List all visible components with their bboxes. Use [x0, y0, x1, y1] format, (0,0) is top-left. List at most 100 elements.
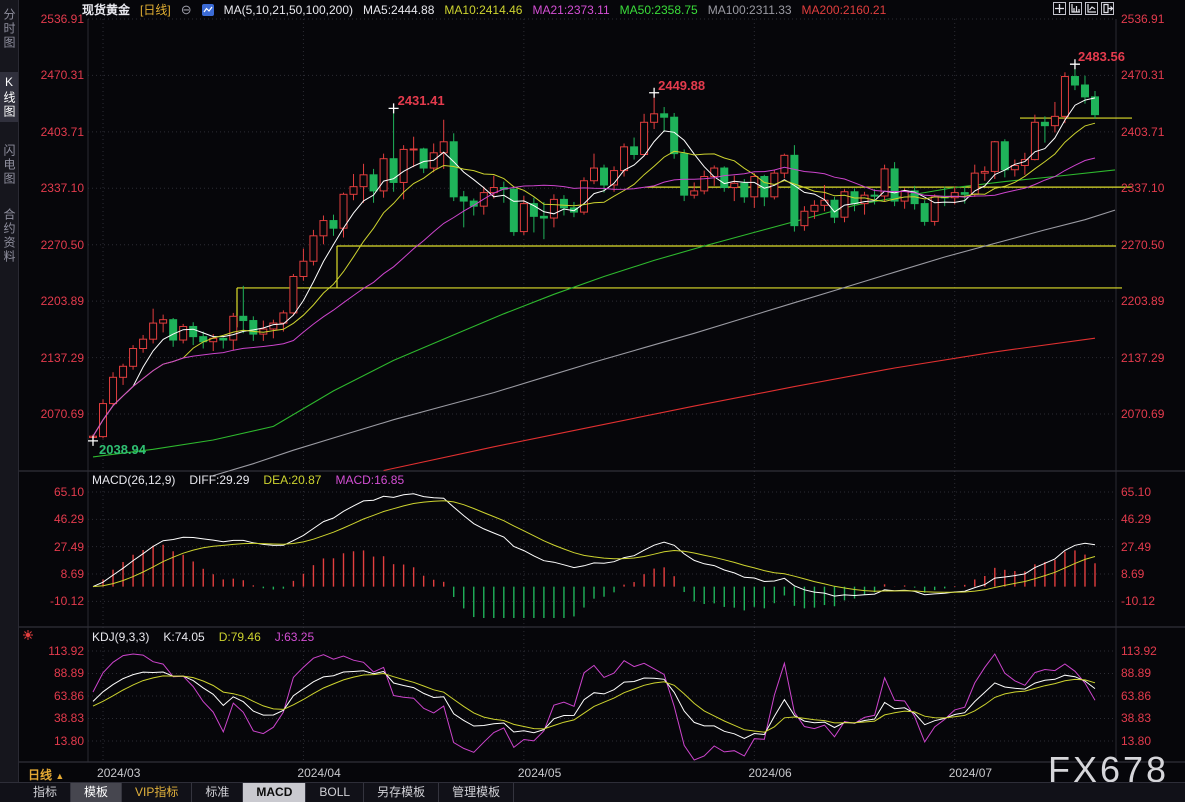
circled-minus-icon[interactable]: ⊖ [180, 2, 192, 17]
kdj-y-tick-left: 63.86 [53, 688, 84, 703]
x-axis-month-label: 2024/07 [948, 766, 993, 780]
kdj-k-value: K:74.05 [163, 630, 205, 644]
price-annotation: 2483.56 [1077, 49, 1125, 65]
price-annotation: 2449.88 [658, 77, 706, 93]
sidebar-item-kline-chart[interactable]: K线图 [0, 72, 18, 122]
candle-body [509, 188, 518, 233]
bottom-tabbar: 指标 模板 VIP指标 标准 MACD BOLL 另存模板 管理模板 [0, 782, 1185, 802]
candle-body [900, 190, 909, 202]
candle-body [1080, 84, 1089, 98]
candle-body [579, 180, 588, 213]
kdj-y-tick-left: 113.92 [48, 644, 84, 658]
price-marker-cross [388, 103, 399, 114]
tab-macd[interactable]: MACD [243, 783, 307, 802]
price-marker-cross [1069, 59, 1080, 70]
candle-body [239, 315, 248, 322]
kdj-y-tick-right: 113.92 [1121, 644, 1157, 658]
candle-body [289, 275, 298, 314]
kdj-k-line [92, 670, 1096, 740]
candle-body [159, 319, 168, 324]
candle-body [179, 325, 188, 341]
candle-body [379, 158, 388, 192]
main-y-tick-left: 2070.69 [40, 407, 84, 421]
chart-axis-icon[interactable] [1069, 2, 1082, 15]
candle-body [800, 210, 809, 227]
sidebar-item-lightning-chart[interactable]: 闪电图 [2, 144, 16, 186]
crosshair-icon[interactable] [1053, 2, 1066, 15]
ma50-value: MA50:2358.75 [619, 2, 698, 17]
candle-body [950, 192, 959, 199]
candle-body [930, 196, 939, 222]
ma10-value: MA10:2414.46 [444, 2, 523, 17]
candle-body [1010, 164, 1019, 171]
candle-body [249, 320, 258, 335]
candle-body [660, 113, 669, 118]
kdj-y-tick-right: 63.86 [1121, 688, 1152, 703]
candle-body [419, 148, 428, 169]
candle-body [830, 199, 839, 218]
candle-body [1050, 115, 1059, 127]
kdj-y-tick-left: 13.80 [53, 733, 84, 748]
candle-body [960, 192, 969, 195]
price-annotation: 2038.94 [99, 441, 146, 457]
candle-body [219, 337, 228, 341]
candle-body [519, 203, 528, 233]
candle-body [790, 154, 799, 227]
x-axis-month-label: 2024/04 [297, 766, 341, 780]
tab-templates[interactable]: 模板 [71, 783, 123, 802]
tab-indicators[interactable]: 指标 [20, 783, 72, 802]
exit-icon[interactable] [1101, 2, 1114, 15]
candle-body [349, 186, 358, 195]
main-y-tick-right: 2137.29 [1121, 350, 1165, 365]
candle-body [139, 338, 148, 350]
footer-period-label[interactable]: 日线 ▲ [28, 768, 65, 782]
ma-line-ma50 [92, 169, 1116, 458]
candle-body [109, 376, 118, 405]
main-y-tick-right: 2270.50 [1121, 237, 1165, 252]
tab-boll[interactable]: BOLL [306, 783, 365, 802]
candle-body [279, 312, 288, 324]
tab-manage-templates[interactable]: 管理模板 [439, 783, 515, 802]
macd-y-tick-left: 27.49 [53, 539, 84, 554]
macd-y-tick-left: 8.69 [60, 567, 84, 581]
candle-body [149, 322, 158, 340]
price-annotation: 2431.41 [397, 93, 445, 109]
candle-body [529, 203, 538, 217]
candle-body [1060, 76, 1069, 117]
candle-body [880, 168, 889, 197]
main-y-tick-left: 2137.29 [40, 350, 84, 365]
candle-body [319, 220, 328, 237]
candle-body [720, 167, 729, 189]
candle-body [169, 319, 178, 341]
ma-line-ma5 [92, 97, 1096, 437]
ma-line-ma21 [92, 157, 1096, 437]
candle-body [650, 113, 659, 123]
tab-vip-indicators[interactable]: VIP指标 [122, 783, 193, 802]
price-marker-cross [88, 435, 98, 446]
candle-body [680, 153, 689, 196]
candle-body [920, 203, 929, 222]
ma-params-label: MA(5,10,21,50,100,200) [223, 2, 354, 17]
candle-body [990, 141, 999, 172]
main-y-tick-left: 2203.89 [40, 294, 84, 309]
candle-body [549, 198, 558, 219]
tab-standard[interactable]: 标准 [192, 783, 244, 802]
macd-y-tick-left: 46.29 [53, 512, 84, 527]
sidebar-item-contract-info[interactable]: 合约资料 [2, 208, 16, 264]
candle-body [389, 158, 398, 183]
tab-save-template[interactable]: 另存模板 [364, 783, 440, 802]
sidebar-item-time-chart[interactable]: 分时图 [2, 8, 16, 50]
candle-body [299, 260, 308, 277]
price-marker-cross [649, 87, 660, 98]
x-axis-month-label: 2024/06 [748, 766, 792, 780]
chart-trend-icon[interactable] [1085, 2, 1098, 15]
kdj-y-tick-right: 38.83 [1121, 711, 1152, 726]
candle-body [750, 176, 759, 198]
candle-body [810, 204, 819, 212]
macd-y-tick-left: -10.12 [49, 594, 84, 609]
x-axis-month-label: 2024/03 [97, 766, 141, 780]
kline-settings-icon[interactable] [201, 3, 214, 16]
candle-body [890, 168, 899, 202]
